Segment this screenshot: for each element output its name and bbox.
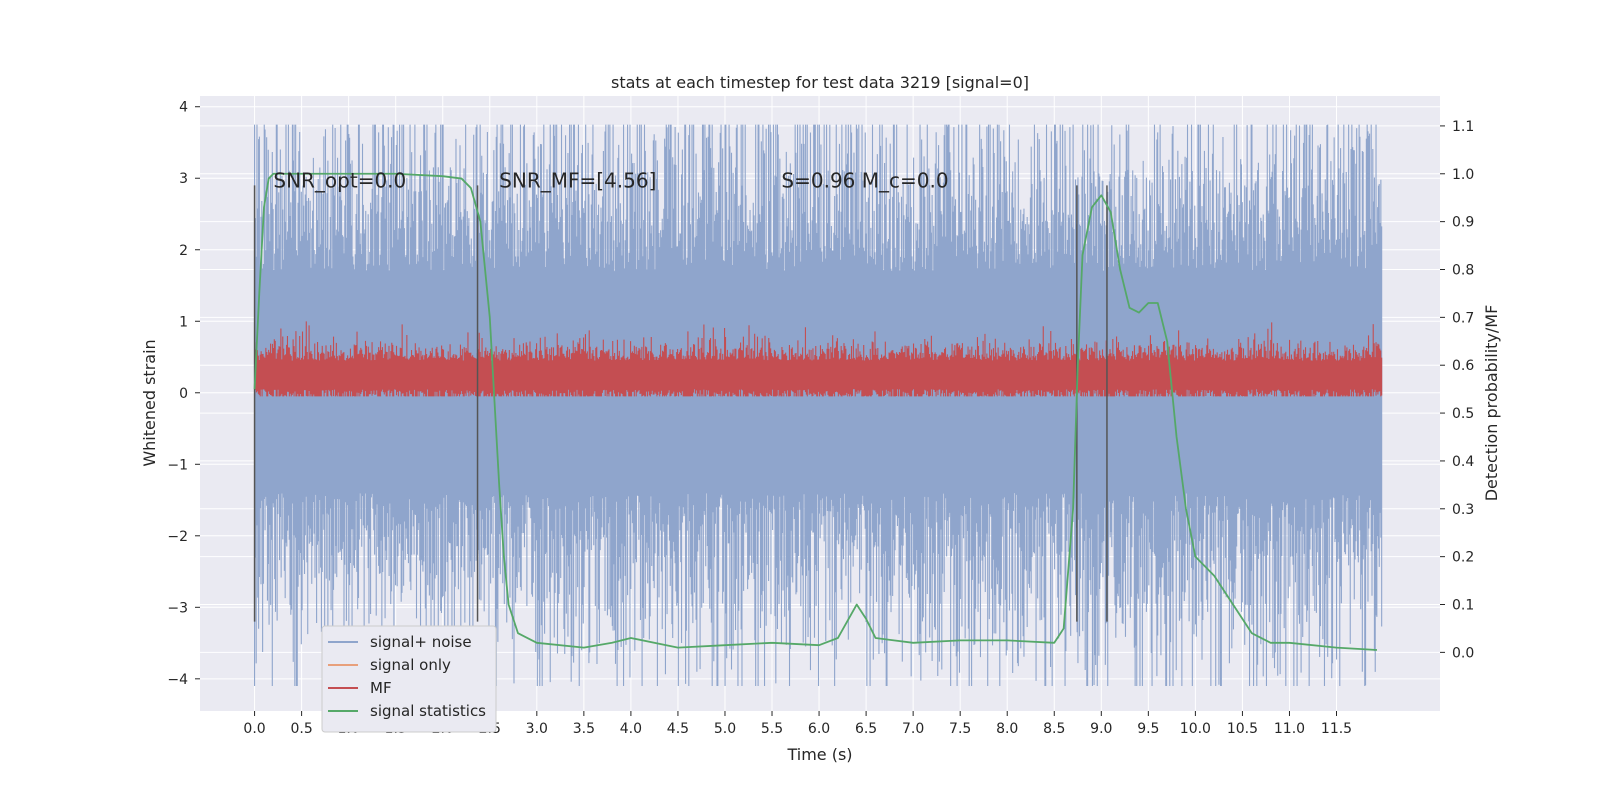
x-tick-label: 4.5 (667, 721, 689, 737)
x-tick-label: 6.5 (855, 721, 877, 737)
x-tick-label: 10.0 (1180, 721, 1211, 737)
y-axis-title: Whitened strain (140, 339, 159, 466)
legend-box (321, 625, 497, 733)
x-tick-label: 7.5 (949, 721, 971, 737)
y2-tick-label: 0.7 (1452, 310, 1474, 326)
x-tick-label: 8.5 (1043, 721, 1065, 737)
y-axis-left: −4 −3 −2 −1 0 1 2 3 4 (167, 100, 200, 688)
y-tick-label: −2 (167, 529, 188, 545)
y2-tick-label: 1.0 (1452, 167, 1474, 183)
y-tick-label: 0 (179, 386, 188, 402)
x-tick-label: 0.5 (290, 721, 312, 737)
annotation-snr-mf: SNR_MF=[4.56] (499, 168, 656, 192)
legend-label: MF (370, 679, 392, 697)
y2-tick-label: 0.0 (1452, 645, 1474, 661)
legend-label: signal only (370, 656, 451, 674)
x-tick-label: 8.0 (996, 721, 1018, 737)
signal-statistics-series (253, 172, 1378, 651)
x-tick-label: 3.0 (526, 721, 548, 737)
x-tick-label: 4.0 (620, 721, 642, 737)
y-tick-label: 2 (179, 243, 188, 259)
series-path (253, 172, 1378, 651)
y-tick-label: −4 (167, 672, 188, 688)
x-tick-label: 0.0 (243, 721, 265, 737)
x-tick-label: 5.5 (761, 721, 783, 737)
x-tick-label: 11.0 (1274, 721, 1305, 737)
x-tick-label: 11.5 (1321, 721, 1352, 737)
x-tick-label: 5.0 (714, 721, 736, 737)
legend: signal+ noise signal only MF signal statist… (321, 625, 497, 733)
annotation-s-mc: S=0.96 M_c=0.0 (781, 168, 948, 192)
y2-tick-label: 0.1 (1452, 598, 1474, 614)
y2-tick-label: 0.5 (1452, 406, 1474, 422)
chart-title: stats at each timestep for test data 321… (611, 73, 1029, 92)
y-tick-label: −1 (167, 457, 188, 473)
x-axis: 0.00.51.01.52.02.53.03.54.04.55.05.56.06… (243, 711, 1352, 737)
mf-series (254, 321, 1383, 397)
x-axis-title: Time (s) (786, 745, 852, 764)
x-tick-label: 9.0 (1090, 721, 1112, 737)
x-tick-label: 7.0 (902, 721, 924, 737)
y2-tick-label: 0.4 (1452, 454, 1474, 470)
x-tick-label: 3.5 (573, 721, 595, 737)
annotation-snr-opt: SNR_opt=0.0 (273, 168, 406, 192)
y-tick-label: 3 (179, 171, 188, 187)
y2-tick-label: 0.2 (1452, 550, 1474, 566)
y-tick-label: 1 (179, 314, 188, 330)
y2-tick-label: 0.9 (1452, 215, 1474, 231)
y-tick-label: 4 (179, 100, 188, 116)
x-tick-label: 9.5 (1137, 721, 1159, 737)
y2-tick-label: 0.3 (1452, 502, 1474, 518)
y2-axis-title: Detection probability/MF (1482, 305, 1501, 502)
x-tick-label: 6.0 (808, 721, 830, 737)
y2-tick-label: 0.8 (1452, 262, 1474, 278)
legend-label: signal+ noise (370, 633, 472, 651)
legend-label: signal statistics (370, 702, 486, 720)
y2-tick-label: 1.1 (1452, 119, 1474, 135)
y-tick-label: −3 (167, 600, 188, 616)
x-tick-label: 10.5 (1227, 721, 1258, 737)
y2-tick-label: 0.6 (1452, 358, 1474, 374)
annotations: SNR_opt=0.0 SNR_MF=[4.56] S=0.96 M_c=0.0 (273, 168, 948, 192)
y-axis-right: 0.0 0.1 0.2 0.3 0.4 0.5 0.6 0.7 0.8 0.9 1.0 1.1 (1440, 119, 1474, 661)
